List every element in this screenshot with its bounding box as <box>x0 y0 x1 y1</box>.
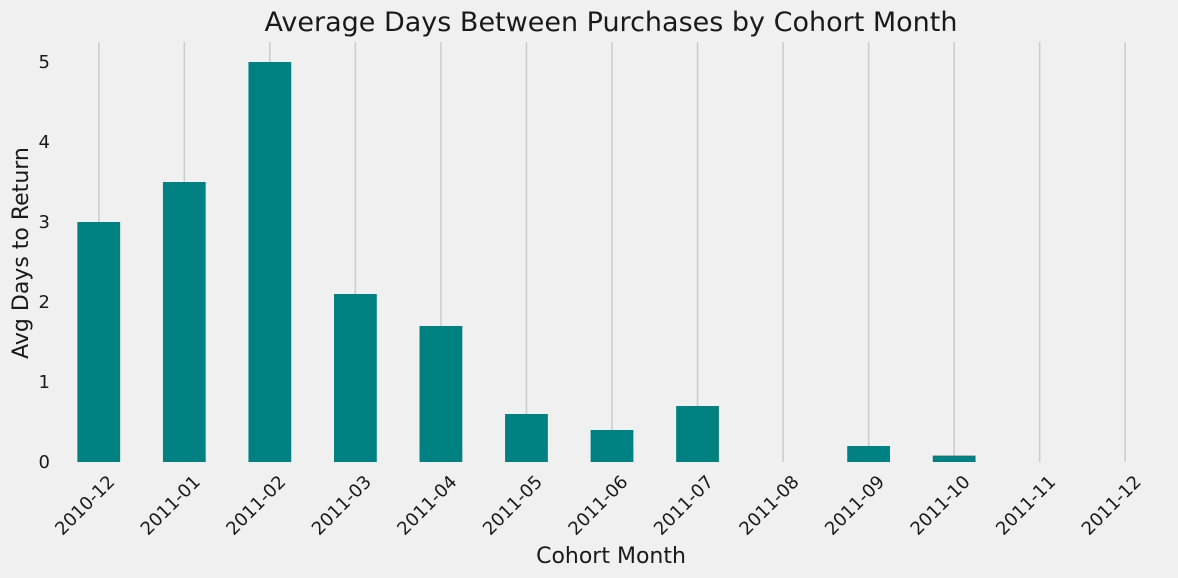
x-tick-label: 2010-12 <box>51 472 119 540</box>
y-axis-label: Avg Days to Return <box>9 147 34 359</box>
x-tick-label: 2011-05 <box>479 472 547 540</box>
bar-2011-02 <box>248 62 292 462</box>
x-tick-label: 2011-11 <box>992 472 1060 540</box>
x-tick-label: 2011-06 <box>564 472 632 540</box>
y-tick-label: 2 <box>39 292 50 313</box>
x-tick-label: 2011-09 <box>821 472 889 540</box>
bar-2011-03 <box>334 294 377 462</box>
y-tick-label: 3 <box>39 212 50 233</box>
y-tick-label: 4 <box>39 132 50 153</box>
bar-2011-09 <box>847 446 890 462</box>
x-tick-label: 2011-01 <box>137 472 205 540</box>
bars <box>77 62 976 462</box>
x-axis-ticks: 2010-12 2011-01 2011-02 2011-03 2011-04 2011-… <box>51 472 1145 540</box>
x-tick-label: 2011-02 <box>222 472 290 540</box>
x-tick-label: 2011-10 <box>907 472 975 540</box>
x-tick-label: 2011-08 <box>735 472 803 540</box>
x-tick-label: 2011-12 <box>1078 472 1146 540</box>
bar-2011-07 <box>676 406 719 462</box>
x-tick-label: 2011-04 <box>393 472 461 540</box>
y-tick-label: 5 <box>39 52 50 73</box>
bar-2011-10 <box>932 455 976 462</box>
y-tick-label: 0 <box>39 452 50 473</box>
bar-2011-01 <box>162 182 206 462</box>
chart-title: Average Days Between Purchases by Cohort… <box>265 7 958 38</box>
bar-2011-05 <box>505 414 548 462</box>
x-tick-label: 2011-07 <box>650 472 718 540</box>
x-tick-label: 2011-03 <box>308 472 376 540</box>
y-axis-ticks: 0 1 2 3 4 5 <box>39 52 50 473</box>
y-tick-label: 1 <box>39 372 50 393</box>
x-axis-label: Cohort Month <box>536 544 686 569</box>
bar-2011-04 <box>419 326 463 462</box>
bar-2011-06 <box>590 430 634 462</box>
bar-2010-12 <box>77 222 121 462</box>
